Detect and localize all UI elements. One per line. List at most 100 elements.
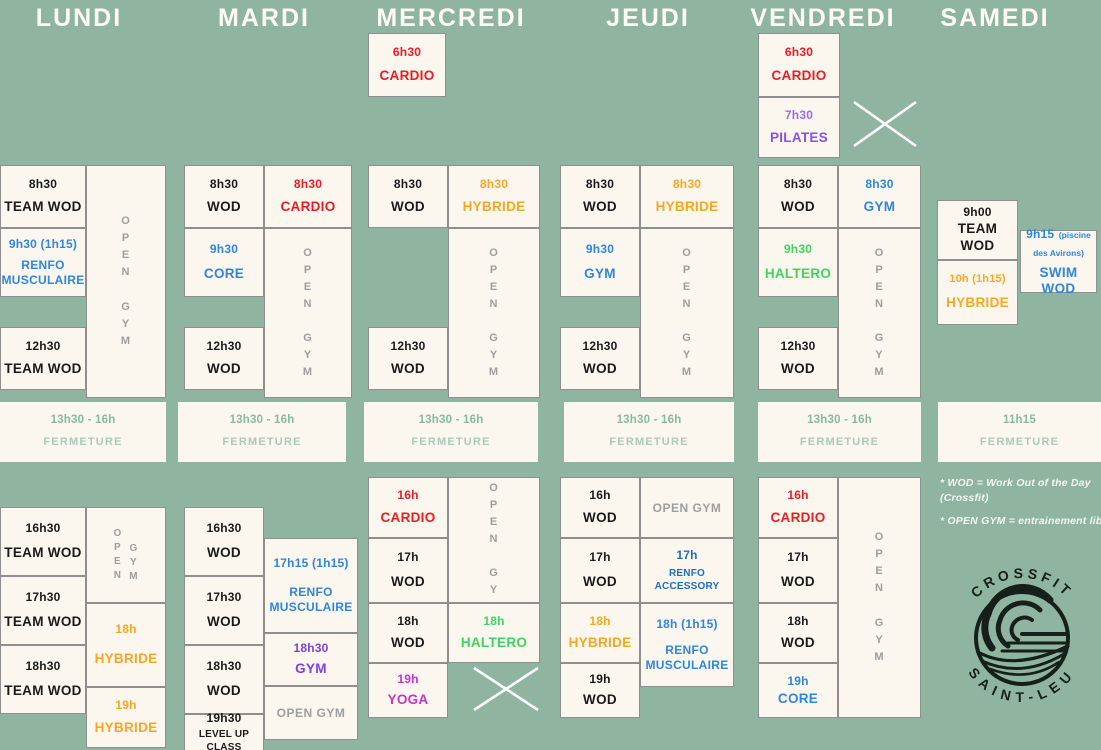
class-label: CARDIO	[770, 510, 826, 526]
time: 8h30	[865, 176, 894, 191]
cell-mercredi-8h30-wod: 8h30 WOD	[368, 165, 448, 228]
class-label: WOD	[207, 199, 241, 215]
logo-text-top: CROSSFIT	[968, 565, 1077, 601]
cell-lundi-9h30-renfo-musculaire: 9h30 (1h15) RENFO MUSCULAIRE	[0, 228, 86, 297]
fermeture-label: FERMETURE	[222, 436, 302, 449]
day-header-vendredi: VENDREDI	[750, 4, 896, 32]
class-label: WOD	[391, 361, 425, 377]
time: 17h	[589, 550, 611, 565]
cell-samedi-9h00-team-wod: 9h00 TEAM WOD	[937, 200, 1018, 260]
time: 9h30	[585, 241, 615, 256]
time: 19h	[397, 672, 419, 687]
cell-lundi-8h30-team-wod: 8h30 TEAM WOD	[0, 165, 86, 228]
time: 16h	[589, 488, 611, 503]
class-label: CARDIO	[380, 510, 436, 526]
cell-vendredi-7h30-pilates: 7h30 PILATES	[758, 97, 840, 158]
time: 12h30	[780, 338, 816, 353]
time: 18h (1h15)	[656, 617, 718, 632]
class-label: WOD	[583, 361, 617, 377]
time: 17h	[676, 547, 698, 562]
class-label: RENFO MUSCULAIRE	[1, 257, 85, 287]
cell-mercredi-morning-open-gym: O P E N G Y M	[448, 228, 540, 398]
cell-jeudi-18h-hybride: 18h HYBRIDE	[560, 603, 640, 663]
class-label: WOD	[583, 573, 617, 589]
time: 9h15 (piscine des Avirons)	[1023, 225, 1094, 262]
fermeture-time: 13h30 - 16h	[616, 414, 682, 427]
time: 19h30	[206, 711, 242, 725]
class-label: WOD	[583, 510, 617, 526]
time: 18h30	[25, 658, 61, 673]
fermeture-label: FERMETURE	[609, 436, 689, 449]
cell-mardi-morning-open-gym: O P E N G Y M	[264, 228, 352, 398]
fermeture-time: 13h30 - 16h	[418, 414, 484, 427]
class-label: WOD	[781, 361, 815, 377]
time: 9h30 (1h15)	[8, 237, 78, 252]
time: 18h30	[206, 658, 242, 673]
cell-mercredi-16h-cardio: 16h CARDIO	[368, 477, 448, 538]
cell-mercredi-12h30-wod: 12h30 WOD	[368, 327, 448, 390]
cell-samedi-10h-hybride: 10h (1h15) HYBRIDE	[937, 260, 1018, 325]
class-label: CARDIO	[379, 68, 435, 84]
day-header-samedi: SAMEDI	[940, 4, 1050, 32]
time: 16h	[397, 488, 419, 503]
fermeture-label: FERMETURE	[411, 436, 491, 449]
cell-vendredi-6h30-cardio: 6h30 CARDIO	[758, 33, 840, 97]
open-gym-label: O P E N G Y M	[489, 482, 499, 613]
fermeture-mercredi: 13h30 - 16h FERMETURE	[364, 402, 538, 462]
time: 8h30	[479, 176, 509, 191]
fermeture-time: 13h30 - 16h	[807, 414, 872, 427]
cell-jeudi-17h-renfo-accessory: 17h RENFO ACCESSORY	[640, 538, 734, 603]
cell-mardi-17h15-renfo-musculaire: 17h15 (1h15) RENFO MUSCULAIRE	[264, 538, 358, 633]
class-label: PILATES	[769, 130, 829, 146]
time: 18h	[483, 613, 505, 628]
time: 19h	[787, 673, 809, 688]
cell-mardi-17h30-wod: 17h30 WOD	[184, 576, 264, 645]
location-note: (piscine des Avirons)	[1033, 229, 1091, 259]
cell-vendredi-19h-core: 19h CORE	[758, 663, 838, 718]
cell-vendredi-16h-cardio: 16h CARDIO	[758, 477, 838, 538]
time: 19h	[589, 672, 611, 687]
wave-icon	[976, 584, 1070, 676]
time: 18h	[397, 613, 419, 628]
time: 17h	[787, 550, 809, 565]
class-label: HALTERO	[764, 266, 832, 282]
open-gym-label: OPEN GYM	[276, 706, 346, 720]
fermeture-label: FERMETURE	[799, 436, 880, 449]
class-label: YOGA	[387, 692, 429, 708]
class-label: HYBRIDE	[94, 720, 158, 736]
fermeture-label: FERMETURE	[979, 436, 1060, 449]
crossfit-saint-leu-logo: CROSSFIT SAINT-LEU	[965, 565, 1077, 705]
class-label: WOD	[781, 573, 815, 589]
open-gym-label-open: O P E N	[113, 528, 123, 581]
class-label: RENFO ACCESSORY	[654, 568, 720, 592]
class-label: GYM	[584, 266, 616, 282]
footnote-wod: * WOD = Work Out of the Day (Crossfit)	[940, 477, 1091, 504]
open-gym-label: O P E N G Y M	[874, 531, 885, 663]
fermeture-time: 13h30 - 16h	[50, 414, 116, 427]
cell-jeudi-8h30-wod: 8h30 WOD	[560, 165, 640, 228]
cell-lundi-16h30-team-wod: 16h30 TEAM WOD	[0, 507, 86, 576]
cell-jeudi-morning-open-gym: O P E N G Y M	[640, 228, 734, 398]
cell-jeudi-8h30-hybride: 8h30 HYBRIDE	[640, 165, 734, 228]
cell-mardi-9h30-core: 9h30 CORE	[184, 228, 264, 297]
cell-vendredi-17h-wod: 17h WOD	[758, 538, 838, 603]
time: 18h30	[293, 641, 329, 656]
time: 18h	[787, 613, 809, 628]
cell-mercredi-6h30-cardio: 6h30 CARDIO	[368, 33, 446, 97]
fermeture-time: 13h30 - 16h	[229, 414, 295, 427]
cell-mardi-18h30-gym: 18h30 GYM	[264, 633, 358, 686]
cell-vendredi-8h30-wod: 8h30 WOD	[758, 165, 838, 228]
class-label: CORE	[777, 690, 819, 706]
time: 12h30	[390, 338, 426, 353]
fermeture-mardi: 13h30 - 16h FERMETURE	[178, 402, 346, 462]
time: 8h30	[28, 176, 58, 191]
time: 16h	[787, 488, 809, 503]
time: 9h30	[209, 241, 239, 256]
class-label: HALTERO	[460, 635, 528, 651]
fermeture-vendredi: 13h30 - 16h FERMETURE	[758, 402, 921, 462]
day-header-lundi: LUNDI	[35, 4, 123, 32]
time: 12h30	[25, 338, 61, 353]
open-gym-label: O P E N G Y M	[874, 246, 885, 379]
cell-mardi-8h30-cardio: 8h30 CARDIO	[264, 165, 352, 228]
